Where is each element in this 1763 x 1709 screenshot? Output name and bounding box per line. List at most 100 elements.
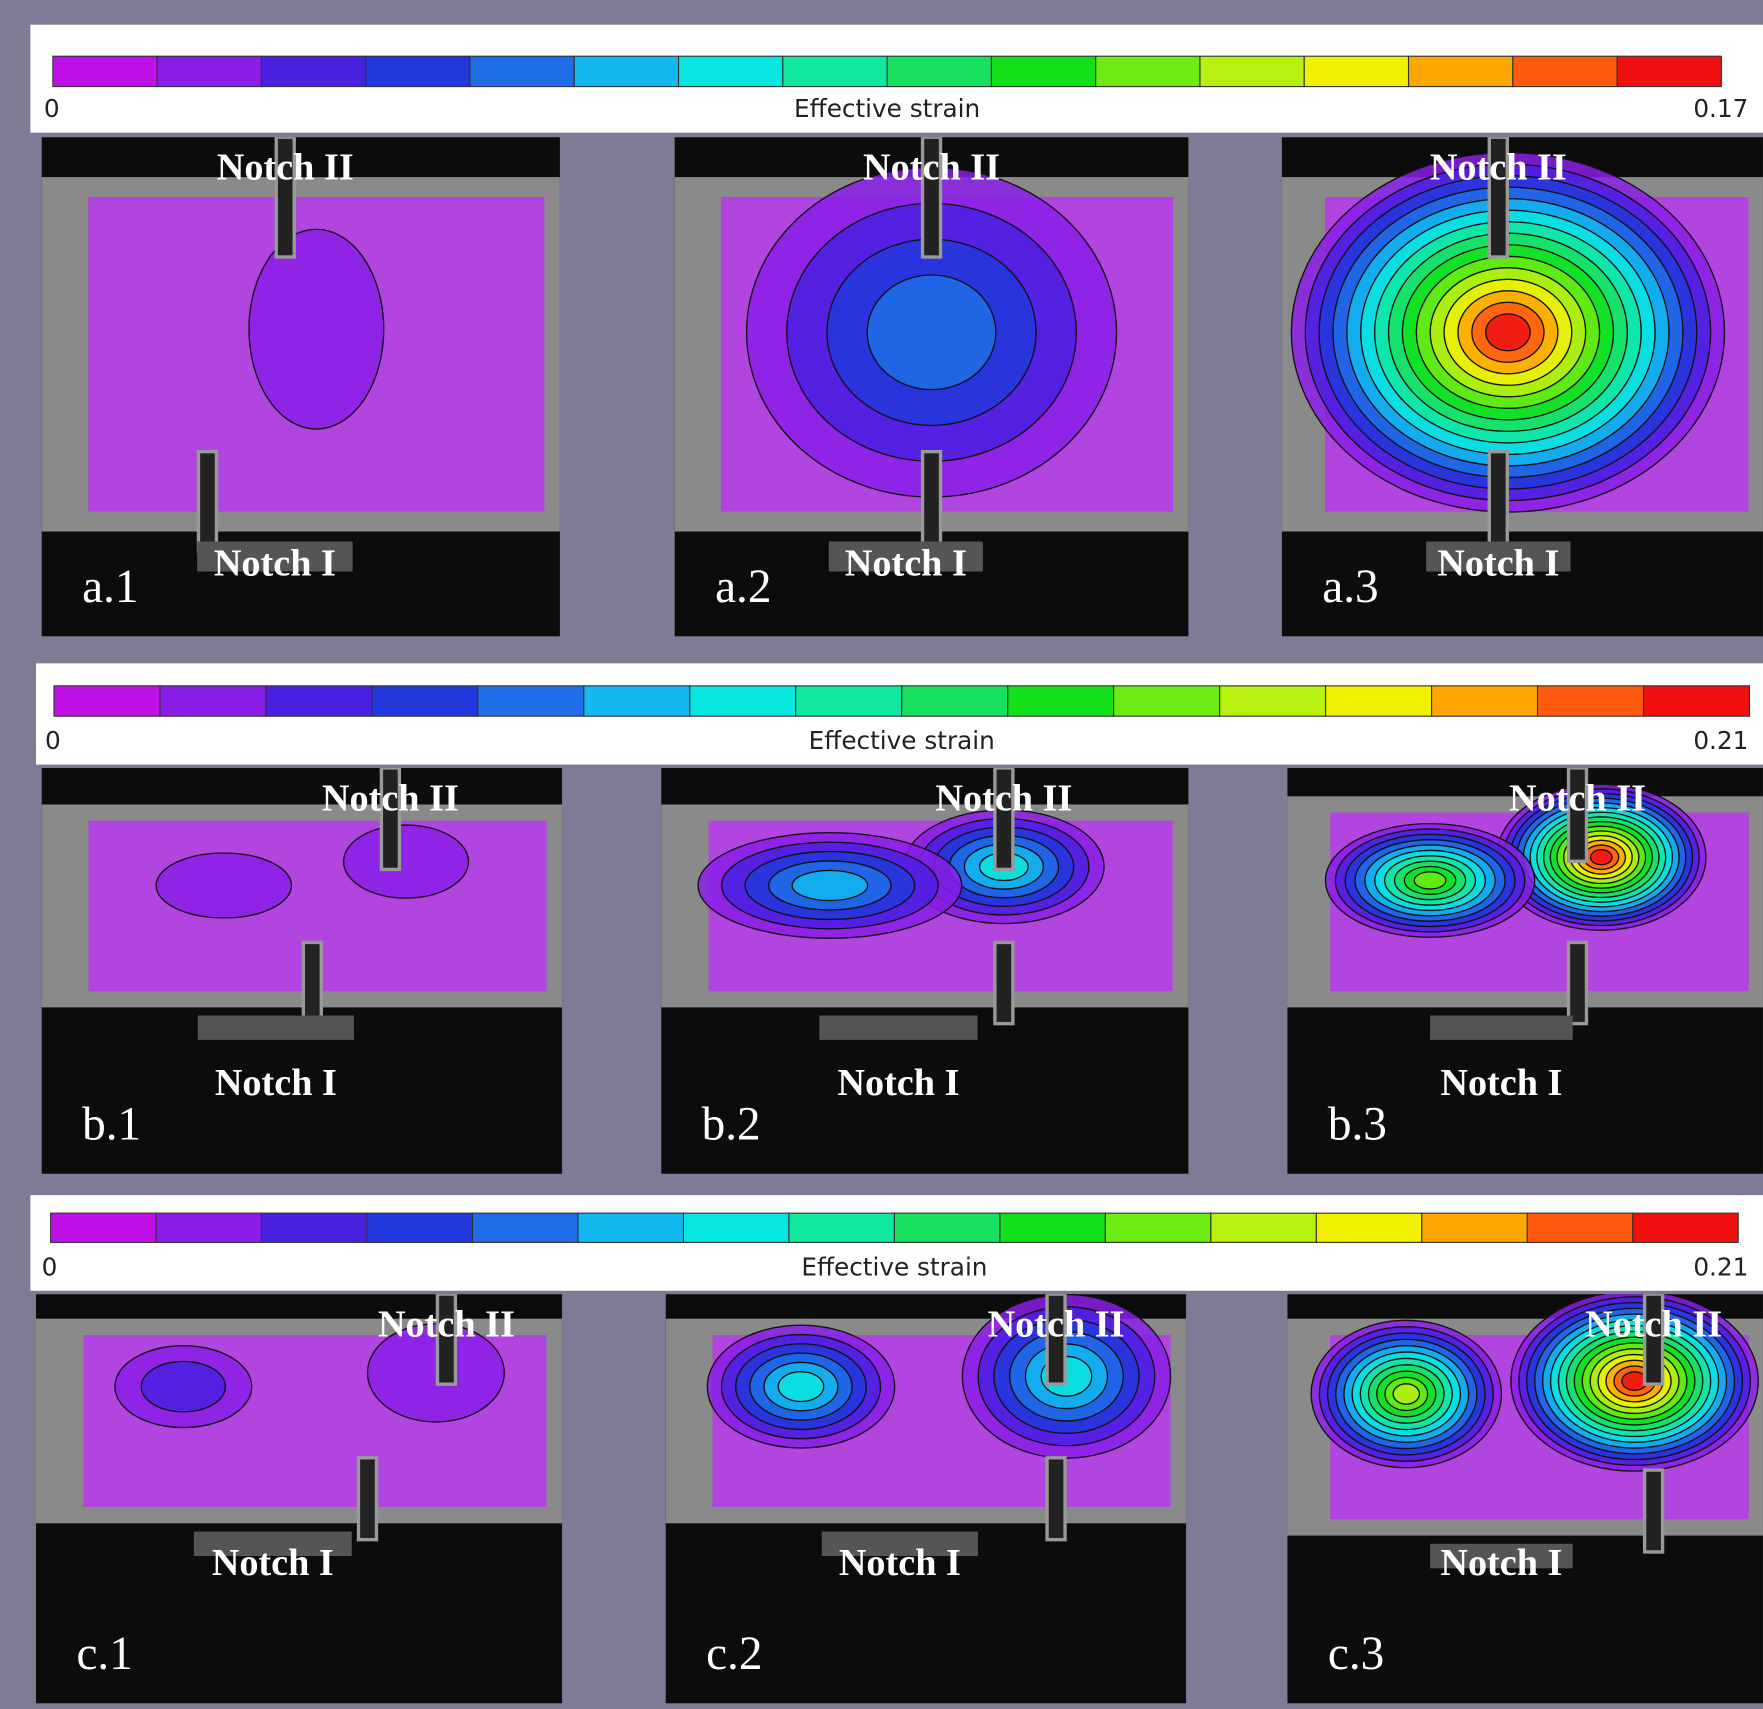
colorbar-max: 0.17: [1693, 94, 1748, 123]
top-notch-label: Notch II: [1585, 1304, 1722, 1346]
panel-label: b.2: [702, 1099, 761, 1151]
grip: [198, 1016, 354, 1040]
bottom-notch-label: Notch I: [215, 1062, 337, 1104]
colorbar-segment: [796, 686, 902, 716]
panel-label: c.1: [76, 1628, 132, 1680]
panel: Notch II Notch I b.3: [1287, 768, 1763, 1174]
colorbar-segment: [1220, 686, 1326, 716]
colorbar-segment: [902, 686, 1008, 716]
contour: [1393, 1384, 1419, 1404]
bottom-notch: [1645, 1470, 1663, 1552]
bottom-notch: [198, 452, 216, 552]
top-notch-label: Notch II: [1509, 777, 1646, 819]
colorbar-segment: [690, 686, 796, 716]
bottom-notch-label: Notch I: [212, 1542, 334, 1584]
colorbar-segment: [1200, 56, 1304, 86]
colorbar-segment: [578, 1213, 683, 1242]
contour: [1591, 850, 1612, 865]
contour: [1486, 314, 1530, 351]
colorbar-min: 0: [42, 1252, 58, 1281]
colorbar-segment: [156, 1213, 261, 1242]
bottom-notch: [1569, 942, 1587, 1023]
top-notch-label: Notch II: [935, 777, 1072, 819]
colorbar-segment: [1211, 1213, 1316, 1242]
colorbar-title: Effective strain: [801, 1252, 987, 1281]
colorbar-segment: [783, 56, 887, 86]
colorbar-segment: [366, 56, 470, 86]
colorbar-segment: [53, 56, 157, 86]
figure: 0 Effective strain 0.17 0 Effective strain 0.…: [0, 0, 1763, 1709]
colorbar-segment: [1527, 1213, 1632, 1242]
colorbar-title: Effective strain: [809, 726, 995, 755]
colorbar-segment: [1008, 686, 1114, 716]
colorbar-segment: [584, 686, 690, 716]
colorbar-segment: [1432, 686, 1538, 716]
contour: [344, 825, 469, 898]
bottom-notch-label: Notch I: [1440, 1062, 1562, 1104]
panel: Notch IINotch Ia.3: [1282, 137, 1763, 636]
top-notch-label: Notch II: [1430, 147, 1567, 189]
colorbar-segment: [894, 1213, 999, 1242]
colorbar-segment: [1409, 56, 1513, 86]
colorbar-segment: [1316, 1213, 1421, 1242]
colorbar-segment: [1326, 686, 1432, 716]
contour: [867, 275, 996, 390]
colorbar-segment: [1000, 1213, 1105, 1242]
colorbar-segment: [574, 56, 678, 86]
colorbar-segment: [991, 56, 1095, 86]
panel-label: b.1: [82, 1099, 141, 1151]
bottom-notch: [923, 452, 941, 552]
panel-label: c.2: [706, 1628, 762, 1680]
colorbar-segment: [1513, 56, 1617, 86]
colorbar-segment: [1105, 1213, 1210, 1242]
contour: [141, 1361, 225, 1411]
colorbar-min: 0: [45, 726, 61, 755]
bottom-notch-label: Notch I: [1437, 542, 1559, 584]
page: 0 Effective strain 0.17 0 Effective strain 0.…: [0, 0, 1763, 1709]
colorbar-segment: [367, 1213, 472, 1242]
colorbar-segment: [1617, 56, 1721, 86]
colorbar-segment: [372, 686, 478, 716]
panel: Notch II Notch I b.1: [42, 768, 563, 1174]
bottom-notch: [359, 1458, 377, 1540]
panel: Notch II Notch I b.2: [661, 768, 1188, 1174]
colorbar-title: Effective strain: [794, 94, 980, 123]
colorbar-segment: [683, 1213, 788, 1242]
panel: Notch II Notch I c.1: [36, 1294, 562, 1703]
top-notch-label: Notch II: [217, 147, 354, 189]
colorbar-segment: [1644, 686, 1750, 716]
colorbar-segment: [1422, 1213, 1527, 1242]
bottom-notch-label: Notch I: [845, 542, 967, 584]
colorbar-segment: [1633, 1213, 1738, 1242]
panel-label: a.1: [82, 561, 138, 613]
colorbar-segment: [262, 1213, 367, 1242]
bottom-notch-label: Notch I: [837, 1062, 959, 1104]
contour: [249, 229, 384, 429]
top-notch-label: Notch II: [378, 1304, 515, 1346]
colorbar-segment: [54, 686, 160, 716]
contour: [792, 870, 867, 900]
colorbar-min: 0: [44, 94, 60, 123]
bottom-notch: [303, 942, 321, 1023]
colorbar-segment: [478, 686, 584, 716]
colorbar-segment: [160, 686, 266, 716]
colorbar-segment: [1096, 56, 1200, 86]
colorbar-segment: [1114, 686, 1220, 716]
panel-label: c.3: [1328, 1628, 1384, 1680]
colorbar-segment: [1304, 56, 1408, 86]
colorbar-segment: [261, 56, 365, 86]
bottom-notch-label: Notch I: [214, 542, 336, 584]
colorbar-segment: [470, 56, 574, 86]
top-notch-label: Notch II: [322, 777, 459, 819]
colorbar-segment: [1538, 686, 1644, 716]
panel-label: a.2: [715, 561, 771, 613]
colorbar-max: 0.21: [1693, 726, 1748, 755]
panel-label: b.3: [1328, 1099, 1387, 1151]
colorbar-max: 0.21: [1693, 1252, 1748, 1281]
colorbar-segment: [157, 56, 261, 86]
colorbar-segment: [789, 1213, 894, 1242]
bottom-notch: [995, 942, 1013, 1023]
colorbar-segment: [473, 1213, 578, 1242]
